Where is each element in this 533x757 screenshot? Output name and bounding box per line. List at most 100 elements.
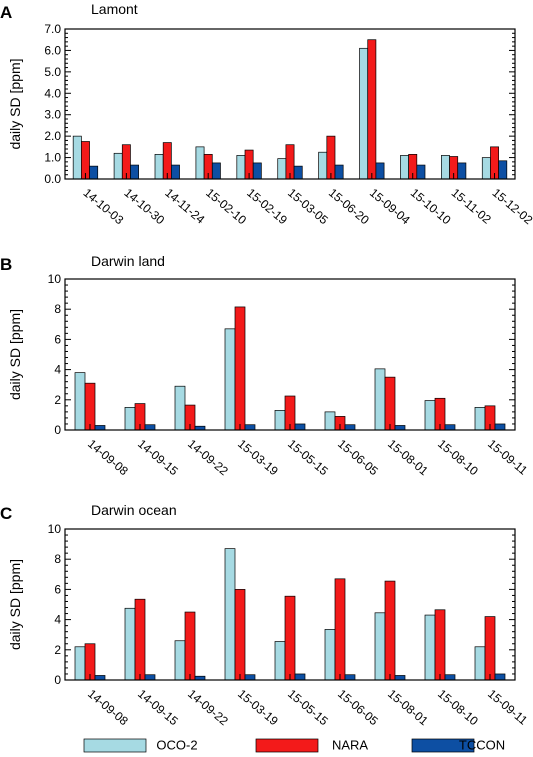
bar-tccon-14-09-08 — [94, 675, 106, 681]
bar-oco-2-15-09-11 — [474, 407, 486, 431]
y-axis-label: daily SD [ppm] — [7, 559, 23, 650]
bar-tccon-14-09-15 — [144, 674, 156, 681]
x-tick-label: 15-06-20 — [326, 186, 372, 228]
x-tick-label: 15-03-19 — [235, 687, 281, 729]
bar-oco-2-14-11-24 — [154, 154, 164, 180]
bar-oco-2-15-03-05 — [277, 158, 287, 180]
y-tick-label: 6.0 — [44, 43, 61, 57]
y-tick-label: 8 — [54, 552, 61, 566]
bar-tccon-14-11-24 — [171, 164, 180, 180]
bar-tccon-15-06-05 — [344, 424, 356, 431]
y-tick-label: 2 — [54, 643, 61, 657]
x-tick-label: 14-09-22 — [185, 687, 231, 729]
bar-oco-2-14-09-08 — [74, 372, 86, 431]
bar-oco-2-14-09-15 — [124, 607, 136, 681]
bar-oco-2-15-08-10 — [424, 400, 436, 431]
x-tick-label: 14-09-22 — [185, 437, 231, 479]
y-axis-label: daily SD [ppm] — [7, 309, 23, 400]
bar-tccon-15-08-01 — [394, 425, 406, 431]
legend-label: NARA — [332, 738, 368, 753]
y-tick-label: 10 — [48, 272, 62, 286]
bar-tccon-15-08-10 — [444, 674, 456, 681]
x-tick-label: 15-06-05 — [335, 437, 381, 479]
x-tick-label: 14-09-08 — [85, 437, 131, 479]
bar-nara-14-09-08 — [84, 382, 96, 431]
bar-nara-14-09-22 — [184, 611, 196, 681]
bar-nara-15-09-11 — [484, 616, 496, 681]
bar-oco-2-14-09-22 — [174, 640, 186, 681]
x-tick-label: 15-09-04 — [367, 186, 413, 228]
bar-tccon-15-08-10 — [444, 424, 456, 431]
bar-tccon-14-09-08 — [94, 425, 106, 431]
bar-tccon-15-09-04 — [375, 162, 385, 180]
bar-oco-2-15-05-15 — [274, 410, 286, 431]
x-tick-label: 14-10-30 — [121, 186, 167, 228]
legend-swatch-oco-2 — [83, 738, 147, 753]
bar-oco-2-15-06-05 — [324, 411, 336, 431]
x-tick-label: 15-08-10 — [435, 437, 481, 479]
bar-oco-2-15-08-10 — [424, 614, 436, 681]
y-tick-label: 3.0 — [44, 108, 61, 122]
bar-tccon-15-05-15 — [294, 423, 306, 431]
bar-oco-2-14-09-22 — [174, 385, 186, 431]
bar-oco-2-15-03-19 — [224, 548, 236, 681]
x-tick-label: 14-09-08 — [85, 687, 131, 729]
x-tick-label: 15-03-05 — [285, 186, 331, 228]
bar-nara-15-06-05 — [334, 578, 346, 681]
x-tick-label: 15-08-01 — [385, 687, 431, 729]
x-tick-label: 15-08-01 — [385, 437, 431, 479]
bar-tccon-15-02-10 — [211, 162, 221, 180]
x-tick-label: 15-08-10 — [435, 687, 481, 729]
bar-tccon-15-11-02 — [457, 162, 467, 180]
x-tick-label: 15-09-11 — [485, 437, 530, 478]
y-tick-label: 0 — [54, 673, 61, 687]
bar-oco-2-15-08-01 — [374, 612, 386, 681]
panel-title: Darwin land — [91, 253, 165, 269]
bar-oco-2-14-10-03 — [72, 135, 82, 180]
x-tick-label: 15-12-02 — [490, 186, 533, 228]
bar-oco-2-15-02-10 — [195, 146, 205, 180]
bar-tccon-15-12-02 — [498, 160, 508, 180]
y-tick-label: 4.0 — [44, 86, 61, 100]
y-tick-label: 2 — [54, 393, 61, 407]
panel-letter-A: A — [0, 3, 12, 22]
y-tick-label: 10 — [48, 522, 62, 536]
bar-tccon-15-03-19 — [244, 674, 256, 681]
y-tick-label: 2.0 — [44, 129, 61, 143]
y-tick-label: 6 — [54, 582, 61, 596]
bar-oco-2-15-09-11 — [474, 646, 486, 681]
x-tick-label: 15-09-11 — [485, 687, 530, 728]
y-tick-label: 5.0 — [44, 65, 61, 79]
bar-oco-2-15-05-15 — [274, 641, 286, 681]
x-tick-label: 15-11-02 — [449, 186, 494, 227]
bar-oco-2-15-09-04 — [359, 47, 369, 180]
bar-nara-14-09-15 — [134, 598, 146, 681]
x-tick-label: 14-09-15 — [135, 687, 181, 729]
bar-tccon-15-08-01 — [394, 675, 406, 681]
bar-oco-2-15-11-02 — [441, 155, 450, 180]
x-tick-label: 14-09-15 — [135, 437, 181, 479]
bar-tccon-15-09-11 — [494, 423, 506, 431]
bar-tccon-14-09-15 — [144, 424, 156, 431]
x-tick-label: 15-10-10 — [408, 186, 454, 228]
legend-label: OCO-2 — [156, 738, 197, 753]
bar-nara-15-06-20 — [326, 135, 336, 180]
y-tick-label: 4 — [54, 363, 61, 377]
bar-nara-15-03-19 — [234, 589, 246, 681]
panel-title: Lamont — [91, 1, 138, 17]
bar-nara-15-09-04 — [367, 39, 377, 180]
bar-tccon-15-03-05 — [293, 165, 303, 180]
panel-letter-C: C — [0, 504, 12, 523]
y-tick-label: 0.0 — [44, 172, 61, 186]
bar-nara-15-08-10 — [434, 609, 446, 681]
bar-tccon-15-09-11 — [494, 673, 506, 681]
bar-tccon-15-06-20 — [334, 164, 344, 180]
bar-oco-2-15-08-01 — [374, 368, 386, 431]
bar-nara-15-08-01 — [384, 376, 396, 431]
bar-oco-2-14-10-30 — [113, 152, 123, 180]
y-tick-label: 7.0 — [44, 22, 61, 36]
x-tick-label: 15-03-19 — [235, 437, 281, 479]
y-tick-label: 1.0 — [44, 151, 61, 165]
x-tick-label: 15-06-05 — [335, 687, 381, 729]
y-tick-label: 4 — [54, 613, 61, 627]
